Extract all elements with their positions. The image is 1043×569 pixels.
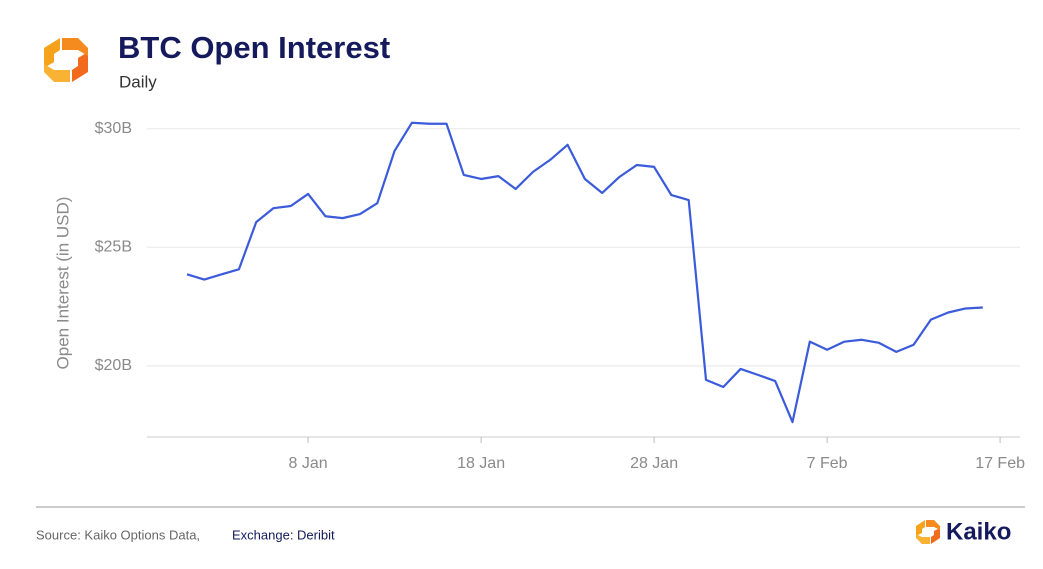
y-axis-label: Open Interest (in USD): [53, 197, 72, 370]
x-tick-label: 7 Feb: [807, 455, 848, 472]
y-tick-label: $25B: [95, 239, 132, 256]
x-tick-label: 28 Jan: [630, 455, 678, 472]
logo: [44, 38, 88, 82]
brand-logo: [916, 520, 940, 544]
source-text: Source: Kaiko Options Data,: [36, 527, 200, 542]
brand-name: Kaiko: [946, 518, 1011, 545]
x-tick-label: 17 Feb: [975, 455, 1025, 472]
x-tick-label: 8 Jan: [289, 455, 328, 472]
x-tick-label: 18 Jan: [457, 455, 505, 472]
data-line: [186, 121, 983, 424]
chart-subtitle: Daily: [119, 72, 157, 91]
exchange-text: Exchange: Deribit: [232, 527, 335, 542]
y-tick-label: $30B: [95, 120, 132, 137]
chart-title: BTC Open Interest: [118, 30, 390, 65]
y-tick-label: $20B: [95, 357, 132, 374]
